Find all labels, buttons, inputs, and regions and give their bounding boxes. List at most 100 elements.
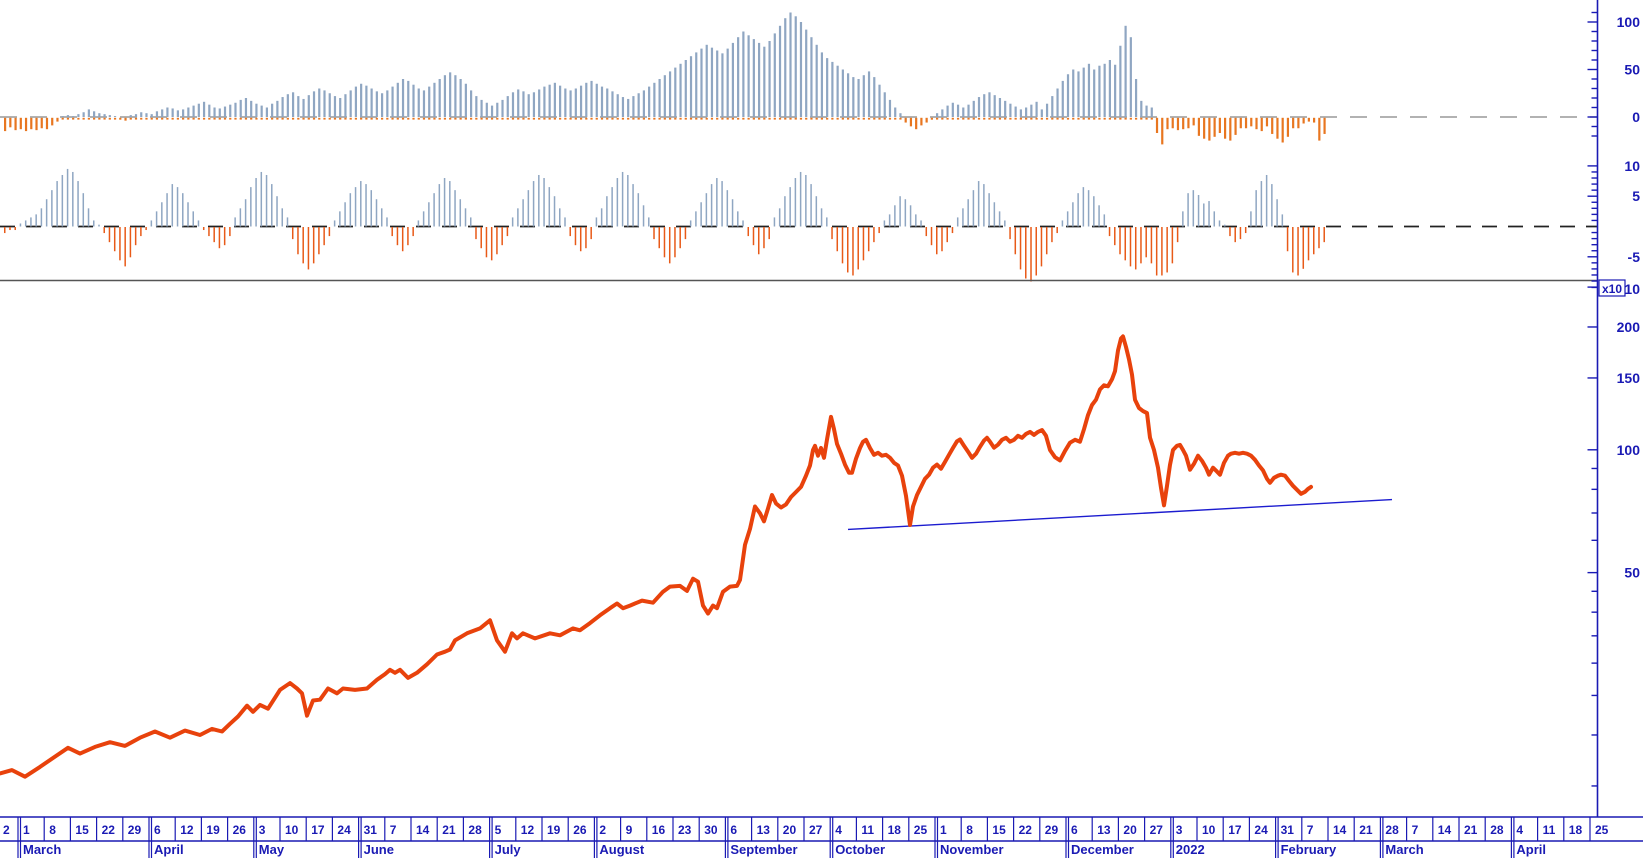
- upper-histogram-bar: [239, 99, 242, 117]
- middle-histogram-bar: [333, 220, 336, 227]
- month-label: September: [730, 842, 797, 857]
- upper-histogram-base-tick: [627, 117, 630, 120]
- upper-histogram-base-tick: [182, 117, 185, 120]
- upper-histogram-bar: [548, 84, 551, 117]
- upper-histogram-base-tick: [244, 117, 248, 120]
- upper-histogram-base-tick: [956, 117, 960, 120]
- upper-histogram-bar: [260, 105, 263, 117]
- middle-histogram-bar: [705, 193, 708, 227]
- upper-histogram-base-tick: [1019, 117, 1022, 120]
- upper-histogram-base-tick: [1045, 117, 1049, 120]
- middle-histogram-bar: [1323, 227, 1325, 243]
- upper-histogram-base-tick: [202, 117, 206, 120]
- upper-histogram-base-tick: [386, 117, 389, 120]
- week-label: 18: [1569, 823, 1583, 837]
- upper-histogram-bar: [1004, 100, 1007, 117]
- upper-histogram-bar: [4, 117, 7, 132]
- upper-histogram-bar: [579, 85, 583, 117]
- upper-histogram-bar: [443, 75, 447, 117]
- upper-histogram-bar: [637, 93, 640, 117]
- upper-histogram-bar: [1166, 117, 1169, 130]
- upper-histogram-base-tick: [574, 117, 577, 120]
- upper-histogram-bar: [223, 106, 227, 117]
- upper-histogram-bar: [1035, 101, 1038, 117]
- middle-histogram-bar: [265, 174, 268, 227]
- middle-histogram-bar: [522, 199, 524, 227]
- upper-histogram-base-tick: [140, 117, 143, 120]
- upper-histogram-base-tick: [527, 117, 530, 120]
- upper-histogram-base-tick: [192, 117, 195, 120]
- middle-histogram-bar: [260, 171, 263, 227]
- middle-histogram-bar: [894, 205, 896, 227]
- upper-histogram-bar: [1313, 117, 1316, 123]
- upper-histogram-base-tick: [161, 117, 164, 120]
- upper-histogram-bar: [1066, 74, 1070, 117]
- upper-histogram-base-tick: [826, 117, 829, 120]
- y-axis-tick-label: 50: [1624, 62, 1640, 78]
- upper-histogram-base-tick: [1025, 117, 1028, 120]
- week-label: 30: [704, 823, 718, 837]
- middle-histogram-bar: [1045, 227, 1048, 255]
- upper-histogram-bar: [490, 105, 494, 117]
- upper-histogram-bar: [1192, 117, 1195, 126]
- upper-histogram-bar: [946, 105, 949, 117]
- middle-histogram-bar: [627, 174, 629, 227]
- upper-histogram-base-tick: [459, 117, 462, 120]
- upper-histogram-bar: [1213, 117, 1216, 137]
- upper-histogram-bar: [574, 88, 577, 117]
- upper-histogram-base-tick: [805, 117, 808, 120]
- upper-histogram-base-tick: [899, 117, 902, 120]
- middle-histogram-bar: [87, 208, 90, 227]
- upper-histogram-bar: [1072, 69, 1075, 117]
- middle-histogram-bar: [197, 220, 200, 227]
- upper-histogram-base-tick: [407, 117, 410, 120]
- upper-histogram-base-tick: [208, 117, 211, 120]
- middle-histogram-bar: [464, 208, 467, 227]
- middle-histogram-bar: [229, 227, 231, 237]
- middle-histogram-bar: [323, 227, 325, 246]
- upper-histogram-base-tick: [569, 117, 572, 120]
- upper-histogram-base-tick: [658, 117, 661, 120]
- upper-histogram-base-tick: [684, 117, 687, 120]
- upper-histogram-bar: [611, 91, 614, 117]
- y-axis-tick-label: 10: [1624, 281, 1640, 297]
- week-label: 31: [1281, 823, 1295, 837]
- middle-histogram-bar: [689, 220, 692, 227]
- upper-histogram-base-tick: [679, 117, 682, 120]
- upper-histogram-bar: [339, 98, 342, 117]
- week-label: 3: [1176, 823, 1183, 837]
- trendline[interactable]: [847, 498, 1393, 531]
- upper-histogram-base-tick: [737, 117, 740, 120]
- upper-histogram-bar: [66, 115, 70, 117]
- middle-histogram-bar: [637, 193, 640, 227]
- middle-histogram-bar: [1187, 193, 1189, 227]
- upper-histogram-bar: [569, 90, 572, 117]
- middle-histogram-bar: [396, 227, 399, 246]
- middle-histogram-bar: [810, 184, 812, 227]
- week-label: 6: [1071, 823, 1078, 837]
- upper-histogram-bar: [77, 114, 80, 117]
- upper-histogram-bar: [1150, 107, 1153, 117]
- upper-histogram-bar: [705, 44, 708, 117]
- upper-histogram-base-tick: [480, 117, 483, 120]
- week-label: 24: [337, 823, 351, 837]
- upper-histogram-bar: [836, 65, 839, 117]
- week-label: 15: [992, 823, 1006, 837]
- upper-histogram-base-tick: [1051, 117, 1054, 120]
- upper-histogram-base-tick: [941, 117, 944, 120]
- week-label: 20: [1123, 823, 1137, 837]
- upper-histogram-base-tick: [1077, 117, 1080, 120]
- upper-histogram-base-tick: [1004, 117, 1007, 120]
- upper-histogram-base-tick: [171, 117, 174, 120]
- upper-histogram-bar: [45, 117, 49, 130]
- upper-histogram-base-tick: [852, 117, 855, 120]
- middle-histogram-bar: [941, 227, 943, 252]
- upper-histogram-bar: [98, 113, 101, 117]
- upper-histogram-bar: [799, 22, 803, 117]
- middle-histogram-bar: [532, 181, 535, 227]
- upper-histogram-bar: [134, 114, 138, 117]
- middle-histogram-bar: [1119, 227, 1121, 255]
- middle-histogram-bar: [967, 199, 969, 227]
